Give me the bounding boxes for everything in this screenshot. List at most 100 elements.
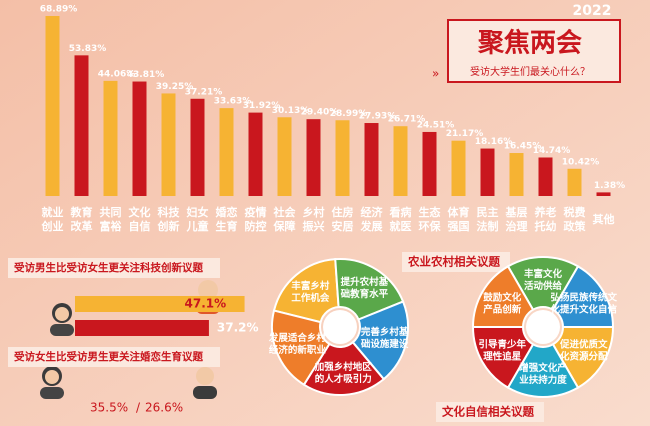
segment-label: 促进优质文化资源分配 — [559, 338, 608, 362]
value-label: 26.6% — [145, 401, 183, 415]
bar — [567, 168, 582, 196]
segment-label: 发展适合乡村经济的新职业 — [268, 332, 327, 356]
category-label: 乡村振兴 — [303, 205, 325, 233]
value-label: 44.06% — [98, 69, 136, 79]
bar — [103, 80, 118, 196]
value-label: 24.51% — [417, 120, 455, 130]
wheel-title: 农业农村相关议题 — [407, 255, 500, 269]
value-label: 53.83% — [69, 44, 107, 54]
value-label: 35.5% — [90, 401, 128, 415]
value-label: 33.63% — [214, 97, 252, 107]
bar — [306, 119, 321, 196]
title-banner — [8, 258, 220, 278]
wheel-segment — [302, 340, 386, 396]
bar — [277, 117, 292, 196]
section-title: 受访女生比受访男生更关注婚恋生育议题 — [14, 350, 203, 363]
bar — [132, 81, 147, 196]
bar — [364, 123, 379, 196]
value-label: 37.2% — [217, 321, 259, 335]
category-label: 教育改革 — [70, 205, 93, 233]
arrow-icon: » — [432, 67, 439, 81]
female-icon — [40, 366, 64, 399]
value-label: 28.99% — [330, 109, 368, 119]
category-label: 就业创业 — [41, 205, 64, 233]
value-label: 14.74% — [533, 146, 571, 156]
value-label: 43.81% — [127, 70, 165, 80]
bar — [248, 112, 263, 196]
segment-label: 鼓励文化产品创新 — [483, 291, 522, 315]
wheel-segment — [471, 326, 535, 389]
wheel-segment — [551, 265, 615, 328]
bar — [190, 98, 205, 196]
value-label: 29.40% — [301, 108, 339, 118]
category-label: 住房安居 — [332, 205, 354, 233]
category-label: 看病就医 — [390, 205, 412, 233]
bar — [219, 108, 234, 196]
male-icon — [193, 367, 217, 399]
wheel-center — [323, 310, 357, 344]
bar — [75, 320, 209, 336]
value-label: 26.71% — [388, 115, 426, 125]
female-icon — [50, 303, 74, 336]
bar — [45, 16, 60, 196]
category-label: 科技创新 — [157, 205, 181, 233]
segment-label: 完善乡村基础设施建设 — [361, 326, 409, 350]
category-label: 文化自信 — [129, 205, 151, 233]
title-banner — [402, 252, 510, 272]
category-label: 基层治理 — [505, 205, 528, 233]
header-box — [447, 19, 621, 83]
bar — [422, 131, 437, 196]
segment-label: 弘扬民族传统文化提升文化自信 — [550, 291, 617, 315]
wheel-segment — [271, 309, 331, 387]
bar — [161, 93, 176, 196]
segment-label: 提升农村基础教育水平 — [341, 275, 389, 299]
value-label: 10.42% — [562, 157, 600, 167]
category-label: 共同富裕 — [100, 205, 122, 233]
category-label: 生态环保 — [419, 205, 442, 233]
category-label: 社会保障 — [273, 205, 297, 233]
wheel-segment — [272, 258, 340, 324]
category-label: 婚恋生育 — [216, 205, 238, 233]
category-label: 经济发展 — [360, 205, 384, 233]
value-label: 21.17% — [446, 129, 484, 139]
value-label: 16.45% — [504, 142, 542, 152]
bar — [393, 126, 408, 196]
value-label: 27.93% — [359, 112, 397, 122]
bar — [451, 140, 466, 196]
wheel-segment — [471, 265, 535, 328]
wheel-segment — [351, 300, 409, 381]
value-label: 68.89% — [40, 5, 78, 15]
segment-label: 丰富文化活动供给 — [524, 268, 563, 292]
bar — [596, 192, 611, 196]
wheel-center — [526, 310, 560, 344]
section-title: 受访男生比受访女生更关注科技创新议题 — [14, 261, 203, 274]
category-label: 养老托幼 — [534, 205, 557, 233]
value-label: 18.16% — [475, 137, 513, 147]
segment-label: 丰富乡村工作机会 — [291, 279, 330, 303]
value-label: 30.13% — [272, 106, 310, 116]
title-banner — [436, 402, 544, 422]
value-label: 37.21% — [185, 87, 223, 97]
header-subtitle: 受访大学生们最关心什么？ — [470, 65, 590, 78]
value-label: 47.1% — [185, 297, 227, 311]
header-title: 聚焦两会 — [477, 28, 582, 59]
bar — [538, 157, 553, 196]
bar — [480, 148, 495, 196]
category-label: 其他 — [593, 212, 615, 226]
category-label: 税费政策 — [564, 205, 587, 233]
category-label: 民主法制 — [477, 205, 499, 233]
year: 2022 — [573, 3, 612, 19]
value-label: 31.92% — [243, 101, 281, 111]
bar — [335, 120, 350, 196]
category-label: 体育强国 — [448, 205, 470, 233]
segment-label: 引导青少年理性追星 — [479, 338, 527, 362]
title-banner — [8, 347, 220, 367]
wheel-segment — [334, 258, 405, 321]
category-label: 妇女儿童 — [186, 205, 209, 233]
bar — [509, 153, 524, 196]
bar — [74, 55, 89, 197]
segment-label: 增强文化产业扶持力度 — [519, 362, 567, 386]
category-label: 疫情防控 — [245, 205, 267, 233]
value-label: 1.38% — [594, 181, 625, 191]
wheel-title: 文化自信相关议题 — [442, 405, 534, 419]
